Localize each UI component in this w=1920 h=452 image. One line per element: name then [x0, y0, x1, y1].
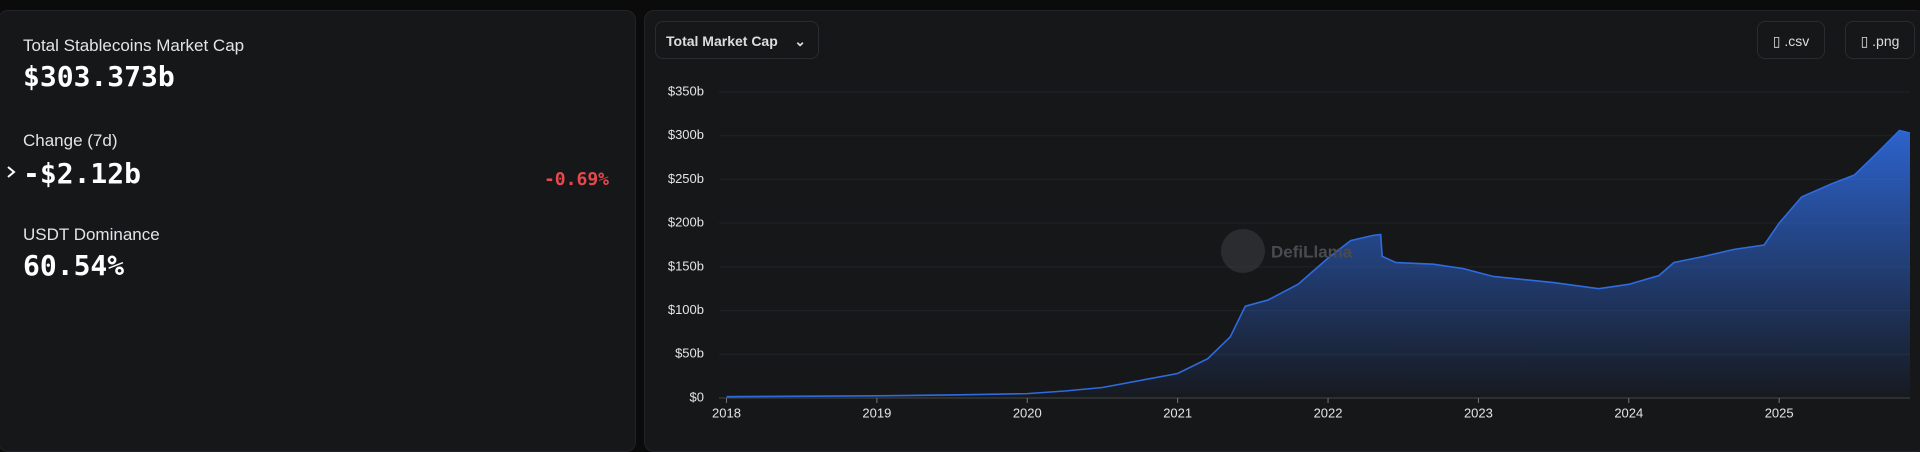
- png-button[interactable]: ▯ .png: [1845, 21, 1915, 59]
- x-tick-label: 2025: [1765, 405, 1794, 420]
- y-tick-label: $100b: [668, 302, 704, 317]
- button-label: .png: [1872, 33, 1900, 49]
- line: [726, 129, 1911, 398]
- x-tick-label: 2019: [862, 405, 891, 420]
- y-tick-label: $0: [690, 389, 704, 404]
- stat-change: -0.69%: [543, 169, 609, 190]
- stat-value: -$2.12b: [23, 157, 142, 190]
- watermark-logo: [1221, 229, 1265, 273]
- x-tick-label: 2018: [712, 405, 741, 420]
- y-tick-label: $300b: [668, 127, 704, 142]
- y-tick-label: $50b: [675, 346, 704, 361]
- area: [726, 130, 1910, 398]
- x-tick-label: 2022: [1314, 405, 1343, 420]
- stats-panel: [0, 10, 636, 452]
- stat-label: Change (7d): [23, 131, 118, 150]
- chart: $0 $50b $100b $150b $200b $250b $300b $350b 2018…: [668, 83, 1911, 420]
- stat-label: Total Stablecoins Market Cap: [23, 36, 245, 55]
- y-tick-label: $350b: [668, 83, 704, 98]
- dropdown-caret: ⌄: [794, 33, 806, 49]
- page: Total Stablecoins Market Cap $303.373b C…: [0, 10, 1920, 452]
- y-tick-label: $150b: [668, 258, 704, 273]
- x-tick-label: 2020: [1013, 405, 1042, 420]
- stat-value: 60.54%: [23, 249, 125, 282]
- csv-button[interactable]: ▯ .csv: [1757, 21, 1825, 59]
- stat-label: USDT Dominance: [23, 225, 160, 244]
- expand-chevron[interactable]: [5, 164, 17, 180]
- y-tick-label: $250b: [668, 171, 704, 186]
- watermark: DefiLlama: [1271, 242, 1353, 261]
- button-label: .csv: [1784, 33, 1810, 49]
- metric-dropdown[interactable]: Total Market Cap ⌄: [655, 21, 819, 59]
- x-tick-label: 2023: [1464, 405, 1493, 420]
- x-tick-label: 2021: [1163, 405, 1192, 420]
- y-tick-label: $200b: [668, 215, 704, 230]
- dropdown-label: Total Market Cap: [666, 33, 778, 49]
- x-tick-label: 2024: [1614, 405, 1643, 420]
- stat-value: $303.373b: [23, 60, 175, 93]
